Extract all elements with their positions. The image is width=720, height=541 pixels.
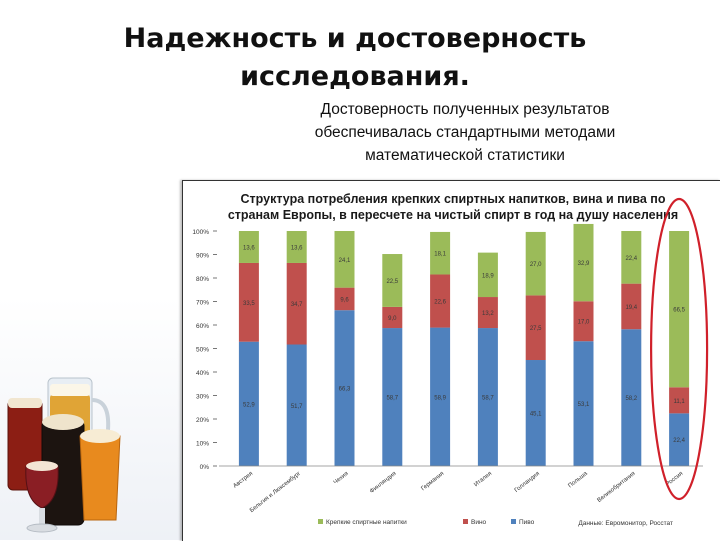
bar-segment xyxy=(525,231,546,296)
data-label: 58,7 xyxy=(386,396,398,402)
data-label: 34,7 xyxy=(291,302,303,308)
bar-segment xyxy=(334,287,355,311)
data-label: 58,7 xyxy=(482,396,494,402)
bar-segment xyxy=(238,231,259,263)
bar-segment xyxy=(238,262,259,342)
bar-segment xyxy=(334,310,355,466)
x-tick-label: Великобритания xyxy=(597,471,637,504)
legend-label: Вино xyxy=(471,519,487,526)
grid xyxy=(213,230,217,467)
bar-segment xyxy=(286,231,307,263)
y-tick-label: 20% xyxy=(196,417,209,424)
legend-swatch xyxy=(318,519,323,524)
legend-label: Крепкие спиртные напитки xyxy=(326,519,407,526)
bar-segment xyxy=(334,231,355,288)
x-tick-label: Италия xyxy=(473,471,493,488)
y-tick-label: 60% xyxy=(196,323,209,330)
legend-swatch xyxy=(463,519,468,524)
bar-segment xyxy=(477,328,498,466)
bar-segment xyxy=(286,344,307,466)
data-label: 52,9 xyxy=(243,402,255,408)
bar-segment xyxy=(382,328,403,466)
x-tick-label: Бельгия и Люксембург xyxy=(249,470,303,514)
y-tick-label: 10% xyxy=(196,441,209,448)
y-tick-label: 0% xyxy=(200,464,210,471)
y-tick-label: 90% xyxy=(196,253,209,260)
y-tick-label: 100% xyxy=(192,229,209,236)
legend: Крепкие спиртные напитки Вино Пиво Данные: … xyxy=(318,519,673,527)
data-label: 58,2 xyxy=(625,396,637,402)
bar-segment xyxy=(382,254,403,307)
stacked-bar-chart: Структура потребления крепких спиртных н… xyxy=(192,192,709,527)
bar-segment xyxy=(477,252,498,298)
data-label: 51,7 xyxy=(291,404,303,410)
legend-swatch xyxy=(511,519,516,524)
bar-segment xyxy=(430,274,451,328)
bar-segment xyxy=(238,341,259,466)
bar-segment xyxy=(669,231,690,388)
bar-segment xyxy=(525,360,546,466)
bar-segment xyxy=(382,306,403,329)
data-label: 13,6 xyxy=(291,245,303,251)
x-tick-label: Голландия xyxy=(514,471,541,494)
data-label: 66,5 xyxy=(673,308,685,314)
data-label: 9,0 xyxy=(388,316,397,322)
data-label: 11,1 xyxy=(673,399,685,405)
source-note: Данные: Евромонитор, Росстат xyxy=(578,520,673,527)
x-tick-label: Финляндия xyxy=(369,471,397,495)
bar-segment xyxy=(573,341,594,466)
highlight-ellipse xyxy=(650,197,709,501)
data-label: 13,2 xyxy=(482,311,494,317)
bars xyxy=(238,223,690,466)
bar-segment xyxy=(621,231,642,284)
data-label: 27,5 xyxy=(530,326,542,332)
y-tick-label: 30% xyxy=(196,394,209,401)
bar-segment xyxy=(621,329,642,466)
beer-glasses-image xyxy=(7,377,121,533)
bar-segment xyxy=(669,387,690,414)
x-tick-label: Австрия xyxy=(232,471,254,490)
x-tick-label: Чехия xyxy=(333,471,350,486)
data-label: 45,1 xyxy=(530,412,542,418)
chart-panel: Структура потребления крепких спиртных н… xyxy=(182,180,720,541)
data-label: 19,4 xyxy=(625,305,637,311)
y-tick-label: 50% xyxy=(196,347,209,354)
bar-segment xyxy=(525,295,546,361)
data-label: 58,9 xyxy=(434,395,446,401)
bar-segment xyxy=(286,262,307,345)
y-tick-label: 40% xyxy=(196,370,209,377)
legend-label: Пиво xyxy=(519,519,535,526)
slide-subtitle: Достоверность полученных результатов обе… xyxy=(314,101,616,164)
data-label: 18,9 xyxy=(482,273,494,279)
data-label: 33,5 xyxy=(243,301,255,307)
data-label: 18,1 xyxy=(434,252,446,258)
bar-segment xyxy=(430,231,451,275)
y-tick-label: 70% xyxy=(196,300,209,307)
bar-segment xyxy=(573,301,594,342)
data-label: 66,3 xyxy=(339,387,351,393)
x-tick-label: Германия xyxy=(420,471,445,492)
data-label: 9,6 xyxy=(340,297,349,303)
y-tick-label: 80% xyxy=(196,276,209,283)
bar-segment xyxy=(477,297,498,329)
bar-segment xyxy=(669,413,690,466)
data-label: 27,0 xyxy=(530,262,542,268)
data-label: 32,9 xyxy=(578,261,590,267)
data-label: 17,0 xyxy=(578,320,590,326)
data-label: 22,4 xyxy=(625,256,637,262)
value-labels: 52,9 33,5 13,6 51,7 34,7 13,6 66,3 9,6 24,1 58,7 9… xyxy=(243,245,686,444)
data-label: 53,1 xyxy=(578,402,590,408)
x-tick-label: Польша xyxy=(567,470,589,489)
bar-segment xyxy=(430,327,451,466)
data-label: 24,1 xyxy=(339,258,351,264)
slide-title: Надежность и достоверность исследования. xyxy=(123,23,587,92)
bar-segment xyxy=(573,223,594,302)
chart-title: Структура потребления крепких спиртных н… xyxy=(228,192,678,222)
data-label: 22,4 xyxy=(673,438,685,444)
data-label: 13,6 xyxy=(243,245,255,251)
data-label: 22,5 xyxy=(386,279,398,285)
bar-segment xyxy=(621,283,642,330)
data-label: 22,6 xyxy=(434,300,446,306)
